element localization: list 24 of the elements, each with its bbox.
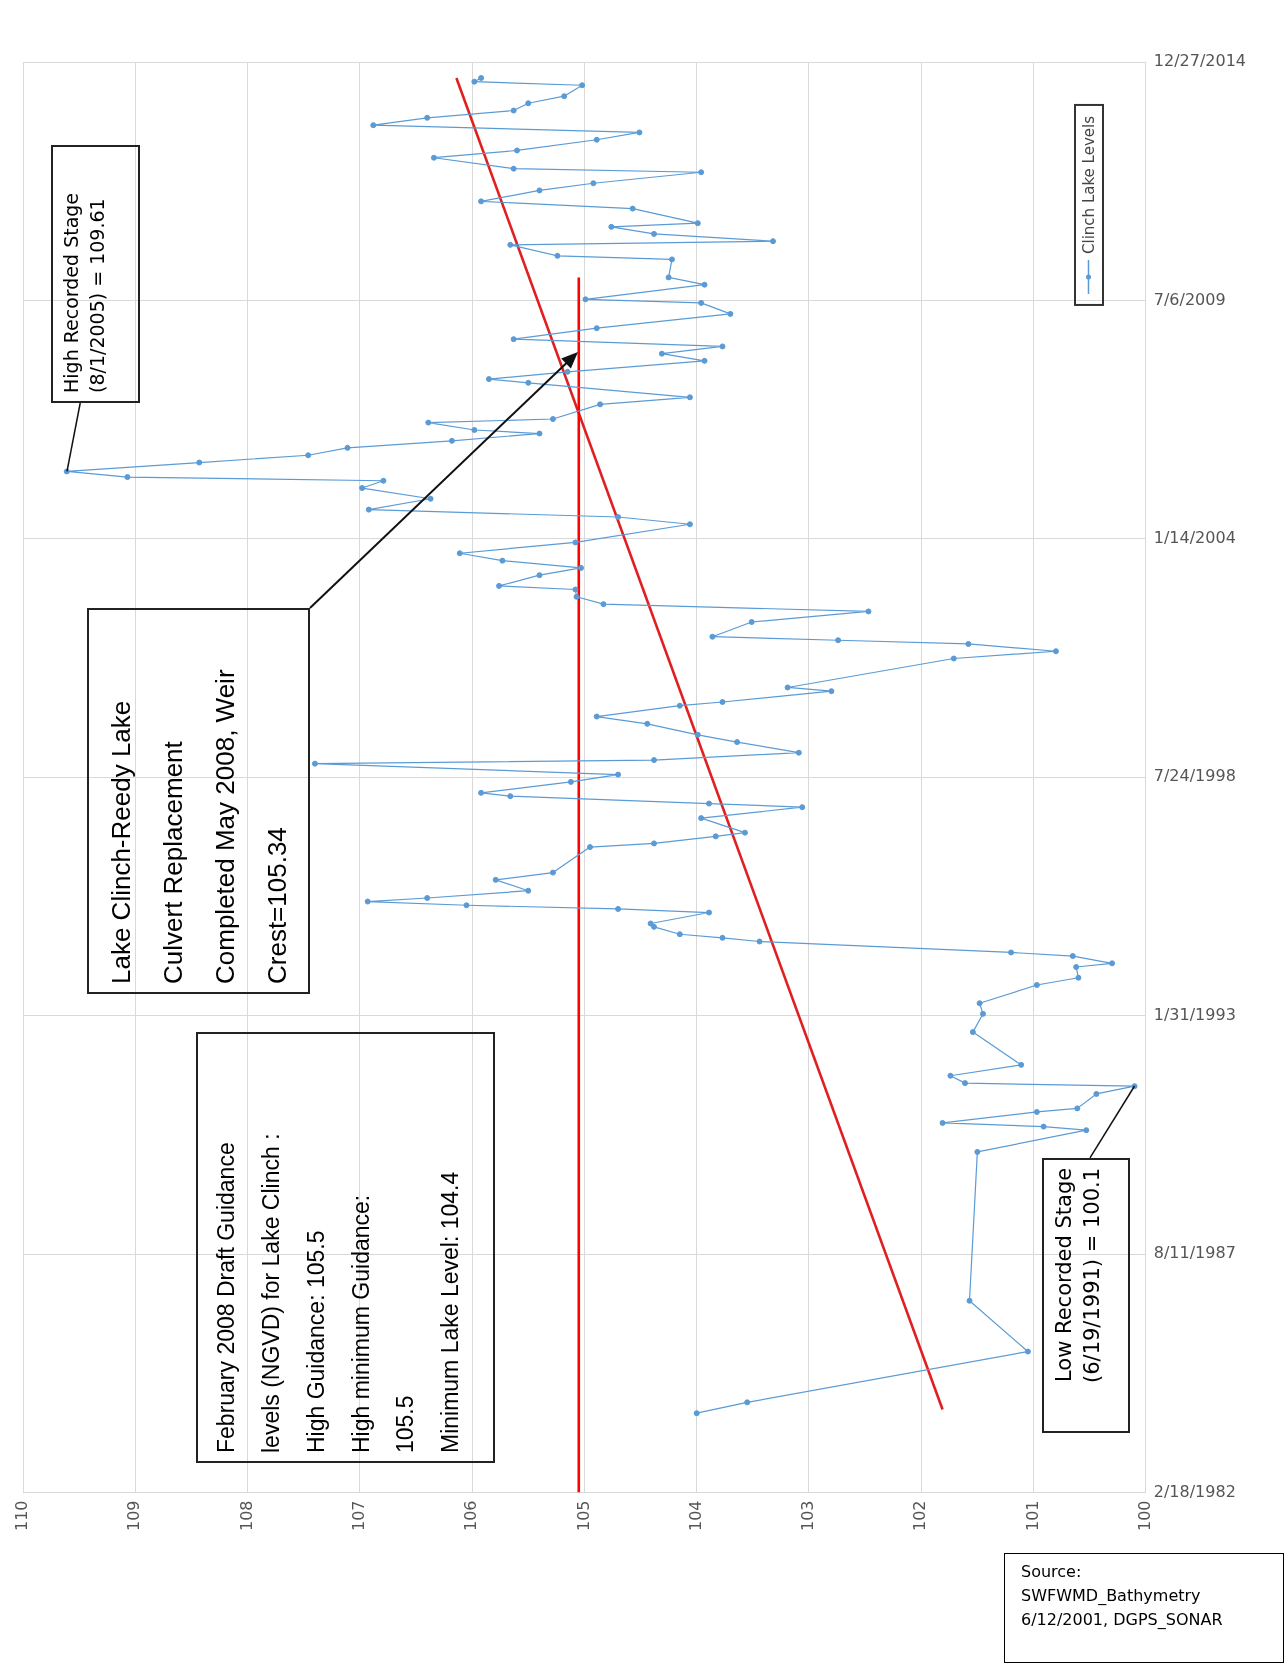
x-tick-label: 106 [461, 1500, 481, 1532]
y-tick-label: 8/11/1987 [1153, 1243, 1236, 1263]
annotation: Low Recorded Stage (6/19/1991) = 100.1 [1042, 1158, 1130, 1433]
y-tick-label: 2/18/1982 [1153, 1481, 1236, 1501]
x-tick-label: 104 [685, 1500, 705, 1532]
text: Clinch Lake Levels [1079, 116, 1098, 254]
x-tick-label: 103 [798, 1500, 818, 1532]
x-tick-label: 101 [1022, 1500, 1042, 1532]
annotation: Lake Clinch-Reedy Lake Culvert Replacement Completed May 2008, Weir Crest=105.34 [87, 608, 310, 994]
x-tick-label: 105 [573, 1500, 593, 1532]
annotation: High Recorded Stage (8/1/2005) = 109.61 [51, 145, 140, 403]
y-tick-label: 7/6/2009 [1153, 289, 1226, 309]
x-tick-label: 110 [12, 1500, 32, 1532]
y-tick-label: 1/31/1993 [1153, 1004, 1236, 1024]
x-tick-label: 107 [348, 1500, 368, 1532]
y-tick-label: 12/27/2014 [1153, 51, 1246, 71]
annotation: February 2008 Draft Guidance levels (NGVD) for Lake Clinch : High Guidance: 105.5 High minimum Guidance: 105.5 Minimum Lake Level: 104.4 [196, 1032, 495, 1463]
x-tick-label: 108 [236, 1500, 256, 1532]
x-tick-label: 100 [1134, 1500, 1154, 1532]
x-tick-label: 109 [124, 1500, 144, 1532]
x-tick-label: 102 [910, 1500, 930, 1532]
y-tick-label: 7/24/1998 [1153, 766, 1236, 786]
source-note: Source: SWFWMD_Bathymetry 6/12/2001, DGPS_SONAR [1004, 1553, 1284, 1663]
y-tick-label: 1/14/2004 [1153, 527, 1236, 547]
